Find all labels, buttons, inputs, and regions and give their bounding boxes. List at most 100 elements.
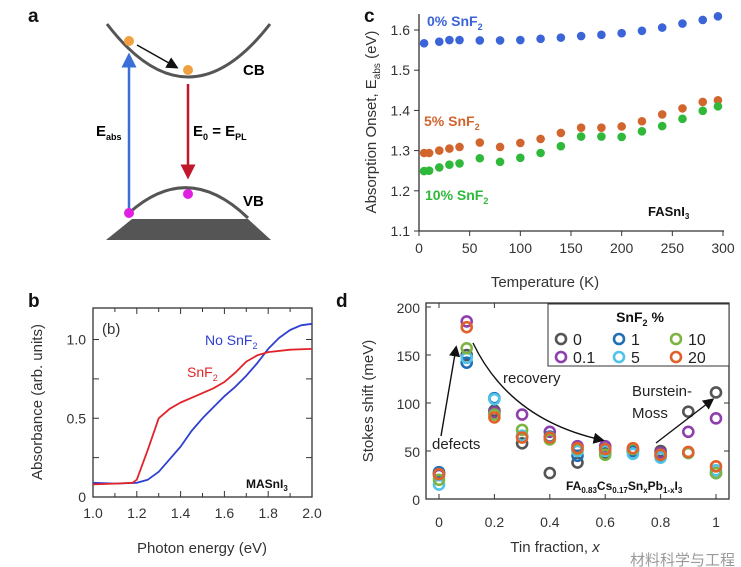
annotation-moss: Moss — [632, 405, 668, 422]
data-point — [445, 160, 454, 169]
data-point — [516, 153, 525, 163]
data-point — [460, 341, 474, 355]
band-diagram: CB VB Eabs E0 = EPL — [96, 23, 272, 240]
series-label-0pct: 0% SnF2 — [427, 13, 483, 32]
data-point — [515, 437, 529, 450]
data-point — [678, 114, 687, 124]
x-tick-label: 1.6 — [215, 505, 235, 521]
y-tick-label: 1.0 — [67, 332, 87, 348]
data-point — [576, 132, 586, 141]
inset-label: (b) — [102, 321, 120, 338]
data-point — [419, 38, 429, 48]
annotation-recovery: recovery — [503, 370, 561, 387]
legend-title: SnF2 % — [616, 309, 664, 328]
annotation-burstein: Burstein- — [632, 383, 692, 400]
data-point — [460, 315, 474, 328]
defects-arrow — [440, 345, 461, 437]
absorbance-chart: 1.0 1.2 1.4 1.6 1.8 2.0 0 0.5 1.0 (b) No SnF2 Sn… — [29, 307, 322, 557]
series-label-snf2: SnF2 — [187, 364, 218, 383]
x-tick-label: 0.6 — [595, 514, 615, 530]
x-tick-label: 0 — [435, 514, 443, 530]
panel-label-b: b — [28, 291, 40, 312]
data-point — [576, 31, 586, 41]
data-point — [445, 35, 454, 45]
data-point — [681, 425, 695, 439]
valence-band-fill — [106, 219, 271, 240]
data-point — [654, 448, 667, 462]
data-point — [571, 456, 584, 469]
data-point — [460, 356, 474, 369]
data-point — [678, 19, 687, 28]
y-axis-label: Stokes shift (meV) — [360, 340, 377, 463]
series-line — [92, 322, 313, 485]
recovery-arrow — [472, 342, 605, 444]
data-point — [455, 142, 464, 152]
data-point — [432, 467, 446, 481]
data-point — [475, 138, 485, 147]
data-point — [597, 132, 606, 141]
absorption-onset-chart: 0 50 100 150 200 250 300 1.1 1.2 1.3 1.4 1.5 1.6 0% … — [363, 12, 735, 291]
x-axis-label: Tin fraction, x — [510, 539, 600, 556]
x-tick-label: 0.2 — [485, 514, 505, 530]
y-tick-label: 0 — [412, 492, 420, 508]
data-point — [516, 138, 525, 148]
data-point — [515, 423, 529, 437]
plot-frame — [425, 302, 730, 500]
data-point — [709, 412, 723, 425]
plot-frame — [92, 307, 313, 498]
e0-epl-label: E0 = EPL — [193, 123, 247, 142]
x-tick-label: 300 — [711, 240, 735, 256]
data-point — [698, 15, 708, 25]
electron-hot — [124, 36, 134, 46]
legend-label: 5 — [631, 350, 640, 367]
legend-label: 20 — [688, 350, 706, 367]
data-point — [597, 30, 606, 40]
data-point — [698, 97, 708, 107]
data-point — [515, 408, 529, 421]
y-tick-label: 1.1 — [391, 223, 411, 239]
legend-marker — [669, 332, 683, 346]
legend-label: 0.1 — [573, 350, 595, 367]
data-point — [637, 26, 647, 36]
y-tick-label: 150 — [397, 348, 421, 364]
legend-marker — [612, 350, 626, 364]
data-point — [598, 448, 612, 462]
data-point — [571, 449, 584, 463]
x-tick-label: 100 — [509, 240, 533, 256]
valence-band — [127, 186, 250, 220]
series-label-10pct: 10% SnF2 — [425, 187, 488, 206]
data-point — [536, 148, 545, 158]
x-tick-label: 50 — [462, 240, 478, 256]
legend-frame — [547, 303, 730, 367]
y-tick-label: 1.3 — [391, 143, 411, 159]
x-tick-label: 0 — [415, 240, 423, 256]
legend-marker — [554, 332, 568, 346]
x-tick-label: 0.4 — [540, 514, 560, 530]
eabs-label: Eabs — [96, 123, 122, 142]
data-point — [556, 128, 566, 138]
data-point — [475, 36, 485, 45]
x-tick-label: 1.4 — [171, 505, 191, 521]
x-axis-label: Temperature (K) — [491, 274, 599, 291]
y-tick-label: 1.4 — [391, 102, 411, 118]
data-point — [434, 146, 444, 155]
x-tick-label: 1.0 — [83, 505, 103, 521]
legend-marker — [612, 332, 626, 346]
data-point — [617, 28, 626, 38]
y-axis-label: Absorbance (arb. units) — [29, 324, 46, 480]
data-point — [432, 473, 446, 487]
y-tick-label: 1.5 — [391, 62, 411, 78]
data-point — [571, 441, 584, 455]
x-tick-label: 2.0 — [302, 505, 322, 521]
data-point — [709, 466, 723, 480]
data-point — [475, 153, 485, 163]
data-point — [713, 96, 723, 105]
x-tick-label: 1 — [712, 514, 720, 530]
conduction-band — [105, 23, 272, 79]
data-point — [598, 442, 612, 456]
series-label-no-snf2: No SnF2 — [205, 332, 257, 351]
x-tick-label: 1.8 — [258, 505, 278, 521]
sample-label: FASnI3 — [648, 204, 690, 221]
watermark: 材料科学与工程 — [630, 552, 735, 567]
